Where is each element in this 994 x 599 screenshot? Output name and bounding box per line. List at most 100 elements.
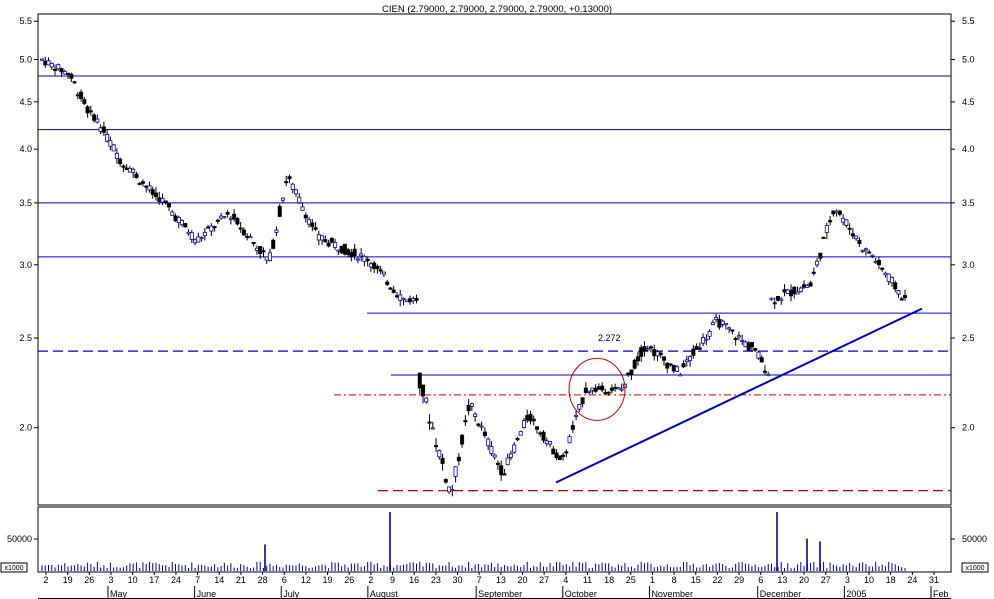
candle-body-224 [769, 297, 774, 300]
price-label-right-4: 3.5 [962, 198, 975, 208]
candle-body-85 [316, 234, 321, 241]
price-panel-border [37, 13, 952, 506]
candle-body-91 [336, 249, 341, 252]
candle-body-5 [56, 64, 61, 70]
candle-body-148 [521, 420, 526, 428]
candle-body-257 [876, 259, 881, 266]
candle-body-21 [108, 140, 113, 147]
candle-body-239 [818, 252, 823, 259]
candle-body-158 [554, 452, 559, 459]
candle-body-8 [66, 72, 71, 75]
candle-body-227 [779, 298, 784, 301]
candle-body-192 [665, 362, 670, 369]
candle-body-191 [662, 356, 667, 361]
candle-body-87 [323, 239, 328, 243]
candle-body-256 [873, 261, 878, 264]
candle-body-264 [899, 298, 904, 301]
candle-body-186 [645, 348, 650, 351]
candle-body-147 [518, 431, 523, 436]
candle-body-130 [463, 420, 468, 423]
candle-body-24 [118, 158, 123, 165]
candle-body-195 [675, 366, 680, 372]
date-axis: 2 19 26 3 10 17 24 7 14 21 28 6 12 19 26 2 9 16 23 30 7 13 20 2… [43, 572, 949, 599]
candle-body-79 [297, 196, 302, 204]
candle-body-196 [678, 374, 683, 377]
day-label-5: 17 [149, 575, 159, 585]
day-label-13: 19 [323, 575, 333, 585]
candle-body-51 [206, 226, 211, 229]
candle-body-99 [362, 255, 367, 262]
candle-body-27 [127, 167, 132, 173]
candle-body-241 [824, 225, 829, 233]
day-label-39: 18 [886, 575, 896, 585]
candle-body-102 [372, 262, 377, 270]
day-label-9: 21 [236, 575, 246, 585]
candle-body-155 [544, 440, 549, 445]
candle-body-30 [137, 182, 142, 185]
overlays: 2.272 [555, 307, 923, 484]
candle-body-262 [893, 282, 898, 290]
price-label-right-2: 4.5 [962, 97, 975, 107]
candle-body-225 [772, 302, 777, 305]
volume-unit-box-left [0, 562, 28, 573]
candle-body-90 [333, 242, 338, 248]
price-label-right-6: 2.5 [962, 333, 975, 343]
candle-body-265 [903, 295, 908, 299]
candle-body-103 [375, 265, 380, 270]
candle-body-133 [473, 413, 478, 417]
candle-body-156 [548, 441, 553, 445]
horizontal-lines [38, 75, 951, 492]
candle-body-135 [479, 425, 484, 428]
candle-body-210 [723, 322, 728, 326]
candle-body-105 [381, 271, 386, 275]
candle-body-184 [639, 347, 644, 357]
candle-body-189 [655, 351, 660, 357]
candle-body-159 [557, 455, 562, 461]
candle-body-97 [355, 258, 360, 261]
price-label-left-6: 2.5 [19, 333, 32, 343]
candle-body-261 [889, 276, 894, 284]
candle-body-89 [329, 238, 334, 243]
candle-body-108 [391, 289, 396, 293]
candle-body-86 [320, 235, 325, 241]
candle-body-254 [867, 251, 872, 254]
candle-body-58 [228, 217, 233, 220]
candle-body-199 [688, 356, 693, 362]
candle-body-228 [782, 289, 787, 293]
candle-body-68 [261, 250, 266, 253]
day-label-19: 30 [453, 575, 463, 585]
candle-body-139 [492, 454, 497, 458]
day-label-16: 9 [390, 575, 395, 585]
candle-body-201 [694, 346, 699, 350]
candle-body-207 [714, 317, 719, 320]
candle-body-36 [157, 197, 162, 202]
candle-body-137 [486, 438, 491, 447]
candle-body-220 [756, 351, 761, 359]
candle-body-208 [717, 318, 722, 328]
month-label-2: July [283, 589, 300, 599]
price-label-left-1: 5.0 [19, 55, 32, 65]
volume-label-left-0: 50000 [7, 534, 32, 544]
candle-body-180 [626, 372, 631, 375]
candle-body-212 [730, 329, 735, 332]
candle-body-211 [727, 327, 732, 330]
day-label-28: 1 [650, 575, 655, 585]
candle-body-138 [489, 446, 494, 454]
candle-body-81 [303, 214, 308, 219]
candle-body-72 [274, 229, 279, 233]
candle-body-219 [753, 348, 758, 351]
candle-body-252 [860, 249, 865, 252]
price-label-right-3: 4.0 [962, 144, 975, 154]
candle-body-64 [248, 236, 253, 239]
candle-body-10 [72, 81, 77, 84]
candle-body-101 [368, 263, 373, 268]
volume-unit-box-right [961, 562, 989, 573]
candle-body-214 [736, 335, 741, 338]
candle-body-78 [294, 189, 299, 195]
day-label-33: 6 [758, 575, 763, 585]
candle-body-50 [202, 231, 207, 237]
candle-body-188 [652, 349, 657, 357]
candle-body-125 [447, 486, 452, 493]
day-label-24: 4 [563, 575, 568, 585]
